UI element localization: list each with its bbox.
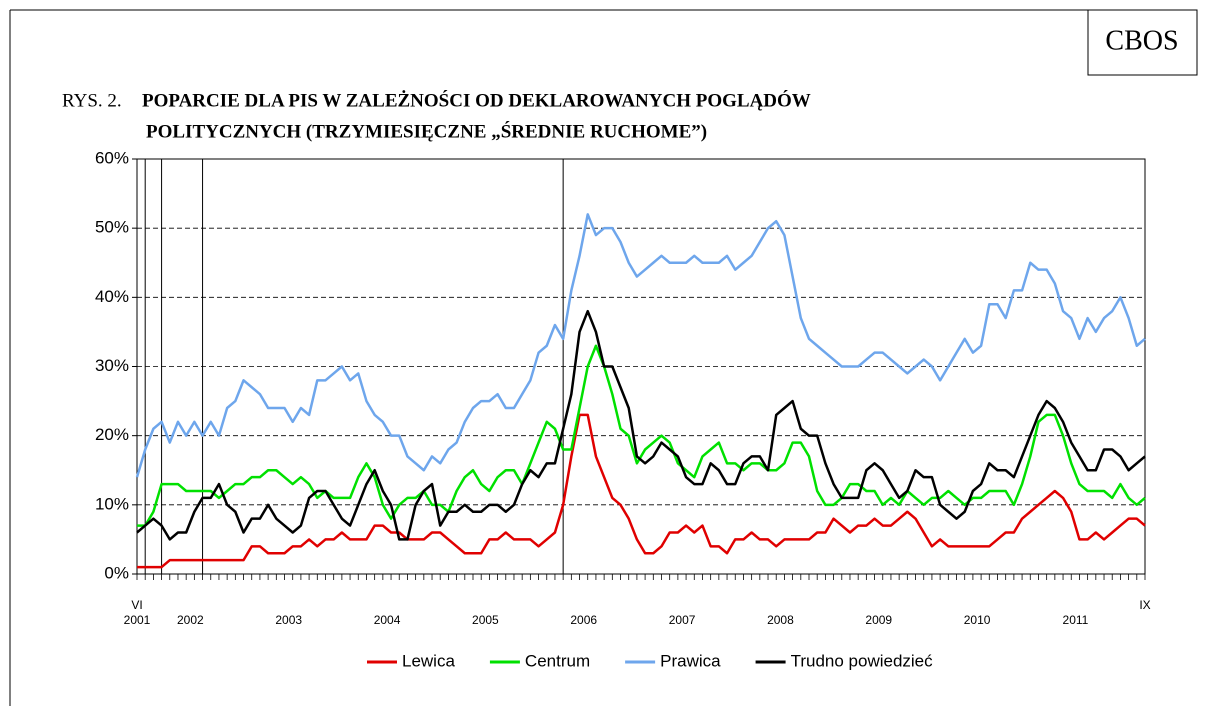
x-month-label: IX: [1139, 598, 1150, 612]
x-tick-label: 2003: [275, 613, 302, 627]
series-line: [137, 413, 1146, 569]
x-tick-label: 2007: [669, 613, 696, 627]
series-line: [136, 309, 1146, 541]
y-tick-label: 40%: [95, 287, 129, 306]
x-tick-label: 2002: [177, 613, 204, 627]
x-tick-label: 2005: [472, 613, 499, 627]
y-tick-label: 0%: [104, 563, 129, 582]
x-tick-label: 2008: [767, 613, 794, 627]
series-line: [135, 213, 1146, 478]
x-tick-label: 2001: [124, 613, 151, 627]
y-tick-label: 20%: [95, 425, 129, 444]
x-month-label: VI: [131, 598, 142, 612]
source: CBOS: [1105, 25, 1178, 56]
chart-title: POLITYCZNYCH (TRZYMIESIĘCZNE „ŚREDNIE RU…: [146, 120, 707, 142]
legend-label: Trudno powiedzieć: [791, 651, 934, 670]
x-tick-label: 2011: [1063, 613, 1089, 627]
x-tick-label: 2006: [570, 613, 597, 627]
x-tick-label: 2009: [865, 613, 892, 627]
series-line: [137, 344, 1146, 527]
source-box: [1087, 9, 1198, 76]
legend-label: Centrum: [525, 651, 590, 670]
chart-title: POPARCIE DLA PIS W ZALEŻNOŚCI OD DEKLARO…: [142, 89, 811, 111]
y-tick-label: 50%: [95, 218, 129, 237]
legend-label: Prawica: [660, 651, 721, 670]
y-tick-label: 60%: [95, 148, 129, 167]
y-tick-label: 10%: [95, 494, 129, 513]
x-tick-label: 2004: [374, 613, 401, 627]
legend-label: Lewica: [402, 651, 455, 670]
y-tick-label: 30%: [95, 356, 129, 375]
figure-label: RYS. 2.: [62, 90, 122, 111]
x-tick-label: 2010: [964, 613, 991, 627]
